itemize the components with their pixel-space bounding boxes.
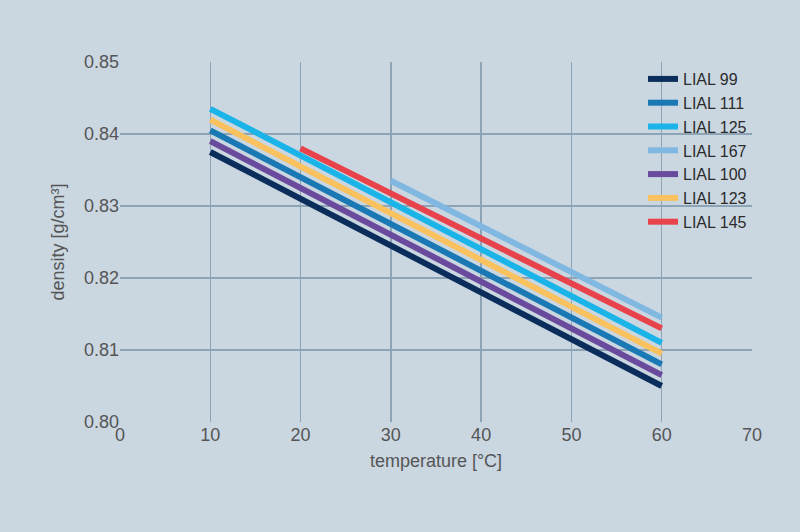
svg-text:0.83: 0.83 (84, 196, 119, 216)
svg-text:50: 50 (561, 425, 581, 445)
svg-text:LIAL 125: LIAL 125 (683, 119, 747, 136)
svg-text:LIAL 99: LIAL 99 (683, 71, 738, 88)
svg-text:20: 20 (291, 425, 311, 445)
svg-text:30: 30 (381, 425, 401, 445)
svg-text:0.80: 0.80 (84, 412, 119, 432)
svg-text:0.81: 0.81 (84, 340, 119, 360)
svg-text:60: 60 (652, 425, 672, 445)
svg-text:0.84: 0.84 (84, 124, 119, 144)
svg-text:10: 10 (200, 425, 220, 445)
svg-text:LIAL 100: LIAL 100 (683, 166, 747, 183)
svg-text:40: 40 (471, 425, 491, 445)
svg-text:LIAL 145: LIAL 145 (683, 214, 747, 231)
svg-text:0.82: 0.82 (84, 268, 119, 288)
svg-text:0.85: 0.85 (84, 52, 119, 72)
svg-text:LIAL 167: LIAL 167 (683, 143, 747, 160)
svg-text:0: 0 (115, 425, 125, 445)
svg-text:density [g/cm³]: density [g/cm³] (48, 183, 68, 300)
svg-text:LIAL 111: LIAL 111 (683, 95, 744, 112)
svg-text:temperature [°C]: temperature [°C] (370, 451, 502, 471)
svg-text:70: 70 (742, 425, 762, 445)
svg-text:LIAL 123: LIAL 123 (683, 190, 747, 207)
